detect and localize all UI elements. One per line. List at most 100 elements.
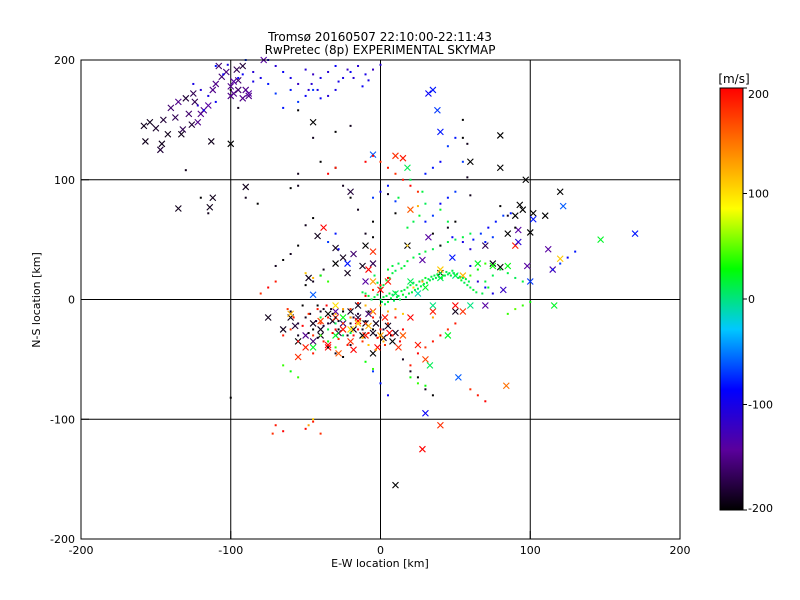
data-point-dot <box>349 316 352 319</box>
data-point-dot <box>214 100 217 103</box>
data-point-dot <box>491 274 494 277</box>
data-point-cross <box>174 98 182 106</box>
data-point-dot <box>484 400 487 403</box>
data-point-dot <box>229 88 232 91</box>
data-point-dot <box>334 130 337 133</box>
data-point-dot <box>327 322 330 325</box>
data-point-dot <box>289 310 292 313</box>
data-point-cross <box>191 98 199 106</box>
data-point-dot <box>289 88 292 91</box>
data-point-dot <box>229 396 232 399</box>
data-point-dot <box>409 284 412 287</box>
data-point-dot <box>383 303 386 306</box>
data-point-cross <box>544 245 552 253</box>
data-point-cross <box>350 326 357 333</box>
data-point-dot <box>413 288 416 291</box>
data-point-dot <box>386 322 389 325</box>
data-point-cross <box>504 230 512 238</box>
data-point-dot <box>466 284 469 287</box>
data-point-cross <box>324 310 332 318</box>
data-point-cross <box>245 92 253 100</box>
data-point-dot <box>301 304 304 307</box>
data-point-dot <box>373 296 376 299</box>
data-point-dot <box>330 308 333 311</box>
data-point-cross <box>419 445 426 453</box>
data-point-dot <box>334 232 337 235</box>
data-point-cross <box>354 302 362 309</box>
data-point-dot <box>319 322 322 325</box>
data-point-dot <box>337 80 340 83</box>
data-point-dot <box>312 420 315 423</box>
data-point-cross <box>365 266 372 273</box>
data-point-dot <box>199 196 202 199</box>
data-point-dot <box>379 286 382 289</box>
data-point-dot <box>282 430 285 433</box>
data-point-dot <box>337 328 340 331</box>
y-tick-label: 0 <box>68 294 75 307</box>
x-tick-label: 100 <box>520 544 541 557</box>
data-point-cross <box>489 260 497 267</box>
data-point-dot <box>346 334 349 337</box>
data-point-dot <box>431 394 434 397</box>
data-point-dot <box>382 340 385 343</box>
data-point-cross <box>344 260 351 267</box>
data-point-dot <box>379 304 382 307</box>
data-point-dot <box>364 294 367 297</box>
data-point-dot <box>312 73 315 76</box>
data-point-dot <box>297 340 300 343</box>
data-point-dot <box>479 232 482 235</box>
data-point-dot <box>386 394 389 397</box>
data-point-cross <box>287 310 295 318</box>
data-point-cross <box>339 254 347 261</box>
colorbar-tick-label: -100 <box>748 399 773 412</box>
data-point-dot <box>252 70 255 73</box>
data-point-dot <box>331 332 334 335</box>
y-tick-label: 100 <box>54 174 75 187</box>
data-point-dot <box>502 214 505 217</box>
data-point-dot <box>297 172 300 175</box>
data-point-dot <box>289 328 292 331</box>
data-point-dot <box>297 334 300 337</box>
data-point-dot <box>436 273 439 276</box>
plot-area: -200 -100 0 100 200 -200 -100 0 100 200 <box>50 54 690 557</box>
data-point-dot <box>259 292 262 295</box>
data-point-dot <box>364 292 367 295</box>
data-point-dot <box>364 232 367 235</box>
data-point-cross <box>339 326 347 333</box>
data-point-dot <box>307 424 310 427</box>
data-point-dot <box>372 288 375 291</box>
data-point-dot <box>379 382 382 385</box>
data-point-cross <box>369 151 377 158</box>
data-point-dot <box>274 264 277 267</box>
data-point-dot <box>312 328 315 331</box>
data-point-dot <box>312 88 315 91</box>
data-point-dot <box>349 322 352 325</box>
data-point-cross <box>481 302 489 309</box>
data-point-dot <box>237 106 240 109</box>
data-point-dot <box>312 334 315 337</box>
data-point-cross <box>474 260 482 267</box>
data-point-dot <box>307 332 310 335</box>
data-point-dot <box>424 172 427 175</box>
data-point-dot <box>319 316 322 319</box>
data-point-dot <box>406 244 409 247</box>
data-point-cross <box>204 102 212 109</box>
data-point-dot <box>416 352 419 355</box>
data-point-cross <box>164 130 172 138</box>
data-point-dot <box>409 370 412 373</box>
data-point-dot <box>430 275 433 278</box>
data-point-dot <box>297 100 300 103</box>
data-point-cross <box>541 212 549 220</box>
data-point-dot <box>297 184 300 187</box>
data-point-cross <box>188 121 196 129</box>
data-point-dot <box>412 256 415 259</box>
data-point-dot <box>376 336 379 339</box>
data-points <box>140 56 639 489</box>
data-point-dot <box>460 279 463 282</box>
data-point-cross <box>332 302 339 309</box>
data-point-cross <box>347 338 354 345</box>
data-point-dot <box>491 236 494 239</box>
data-point-dot <box>476 280 479 283</box>
data-point-cross <box>437 421 444 429</box>
data-point-dot <box>442 274 445 277</box>
